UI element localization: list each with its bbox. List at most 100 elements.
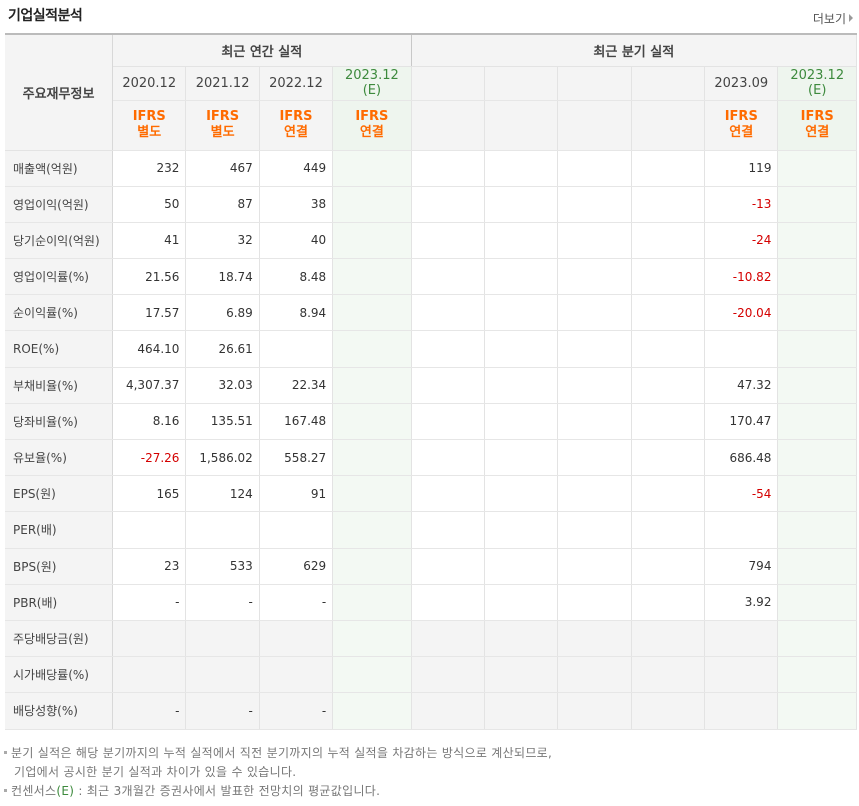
table-row: 당기순이익(억원) 41 32 40 -24 (5, 222, 857, 260)
period-label: 2021.12 (195, 75, 250, 91)
table-cell (777, 403, 857, 441)
period-header: 2023.12 (E) (777, 66, 857, 101)
table-cell (484, 294, 559, 332)
consolidation-type: 연결 (284, 125, 308, 140)
table-cell: 17.57 (112, 294, 187, 332)
footnote-consensus: 컨센서스(E) : 최근 3개월간 증권사에서 발표한 전망치의 평균값입니다. (4, 782, 552, 801)
table-cell: 533 (185, 548, 260, 585)
table-cell: -24 (704, 222, 779, 260)
row-label: 주당배당금(원) (5, 619, 114, 658)
table-cell (410, 584, 485, 621)
table-cell: 4,307.37 (112, 366, 187, 404)
table-cell: - (259, 692, 334, 730)
row-header-label: 주요재무정보 (5, 34, 114, 151)
table-cell: - (185, 692, 260, 730)
table-cell: 3.92 (704, 584, 779, 621)
table-cell (631, 222, 706, 260)
period-label: 2022.12 (269, 75, 323, 91)
table-cell: 629 (259, 548, 334, 585)
table-cell: 119 (704, 149, 779, 187)
table-cell (484, 475, 559, 513)
accounting-standard-header: IFRS 연결 (259, 100, 334, 151)
table-cell: -20.04 (704, 294, 779, 332)
accounting-standard-header: IFRS 별도 (112, 100, 187, 151)
footnote-quarter-cont: 기업에서 공시한 분기 실적과 차이가 있을 수 있습니다. (14, 765, 297, 779)
table-cell (410, 619, 485, 658)
table-cell (777, 258, 857, 296)
table-cell: 464.10 (112, 330, 187, 368)
table-cell (410, 186, 485, 223)
table-cell (704, 692, 779, 730)
table-cell (484, 692, 559, 730)
accounting-standard-header: IFRS 연결 (777, 100, 857, 151)
consolidation-type: 별도 (210, 125, 235, 140)
table-cell (777, 294, 857, 332)
table-cell (704, 619, 779, 658)
period-header: 2023.12 (E) (332, 66, 412, 101)
table-cell (484, 439, 559, 477)
table-cell (557, 692, 632, 730)
table-cell (259, 656, 334, 694)
table-cell (332, 149, 412, 187)
table-cell: 165 (112, 475, 187, 513)
period-label: 2023.12 (790, 68, 845, 83)
table-cell (332, 330, 412, 368)
row-label: 당기순이익(억원) (5, 222, 114, 260)
row-label: 영업이익률(%) (5, 258, 114, 296)
table-cell (704, 656, 779, 694)
accounting-standard-header (484, 100, 559, 151)
table-cell (332, 258, 412, 296)
accounting-standard-header: IFRS 연결 (704, 100, 779, 151)
more-label: 더보기 (812, 12, 846, 26)
table-row: 순이익률(%) 17.57 6.89 8.94 -20.04 (5, 294, 857, 332)
table-cell: -13 (704, 186, 779, 223)
row-label: PBR(배) (5, 584, 114, 621)
table-row: ROE(%) 464.10 26.61 (5, 330, 857, 368)
table-cell: - (185, 584, 260, 621)
table-cell (112, 619, 187, 658)
table-cell (631, 548, 706, 585)
table-cell: 232 (112, 149, 187, 187)
more-link[interactable]: 더보기 (813, 10, 853, 27)
table-cell (332, 222, 412, 260)
table-row: EPS(원) 165 124 91 -54 (5, 475, 857, 513)
table-cell: 8.48 (259, 258, 334, 296)
table-cell (777, 222, 857, 260)
table-cell: 32 (185, 222, 260, 260)
table-cell (631, 511, 706, 549)
table-cell: 1,586.02 (185, 439, 260, 477)
ifrs-label: IFRS (132, 109, 166, 124)
table-cell (259, 619, 334, 658)
period-label: 2020.12 (122, 75, 177, 91)
table-cell (777, 584, 857, 621)
accounting-standard-header: IFRS 연결 (332, 100, 412, 151)
row-label: 시가배당률(%) (5, 656, 114, 694)
row-label: EPS(원) (5, 475, 114, 513)
table-cell (777, 366, 857, 404)
table-cell: -54 (704, 475, 779, 513)
table-cell (777, 692, 857, 730)
table-cell (484, 403, 559, 441)
table-row: 영업이익(억원) 50 87 38 -13 (5, 186, 857, 223)
table-cell (410, 692, 485, 730)
table-cell (112, 511, 187, 549)
table-row: BPS(원) 23 533 629 794 (5, 548, 857, 585)
table-cell: 170.47 (704, 403, 779, 441)
ifrs-label: IFRS (279, 109, 313, 124)
ifrs-label: IFRS (206, 109, 240, 124)
table-cell (332, 439, 412, 477)
table-cell (704, 330, 779, 368)
table-cell (557, 294, 632, 332)
table-cell: 26.61 (185, 330, 260, 368)
table-cell (484, 511, 559, 549)
table-cell (410, 548, 485, 585)
table-cell: 87 (185, 186, 260, 223)
table-cell (484, 548, 559, 585)
estimate-mark: (E) (808, 83, 827, 98)
table-cell (631, 186, 706, 223)
table-cell: 40 (259, 222, 334, 260)
table-cell: 91 (259, 475, 334, 513)
row-label: 부채비율(%) (5, 366, 114, 404)
table-cell (410, 294, 485, 332)
table-cell: 794 (704, 548, 779, 585)
